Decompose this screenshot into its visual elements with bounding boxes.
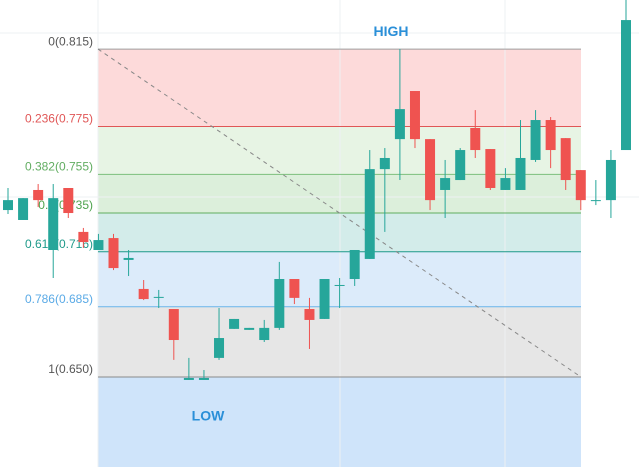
candle-body [470, 127, 481, 151]
fib-level-label: 0.618(0.716) [25, 237, 93, 251]
candle-body [334, 284, 345, 286]
fib-level-label: 0.382(0.755) [25, 160, 93, 174]
candle-body [108, 238, 119, 269]
candle-body [425, 139, 436, 201]
candle-body [123, 257, 134, 260]
fib-level-label: 1(0.650) [48, 362, 93, 376]
candle-body [63, 187, 74, 214]
candle-body [319, 279, 330, 319]
candle-body [545, 120, 556, 151]
candle-body [78, 231, 89, 243]
candle-body [138, 288, 149, 300]
candle-body [3, 200, 13, 211]
candle-body [183, 377, 194, 380]
candle-body [530, 120, 541, 160]
fib-level-label: 0(0.815) [48, 34, 93, 48]
candle-body [379, 157, 390, 170]
candle-body [560, 138, 571, 181]
candle-body [440, 178, 451, 190]
candle-body [304, 309, 315, 320]
candle-body [575, 170, 586, 201]
candle-body [394, 109, 405, 140]
candle-body [48, 198, 59, 250]
candle-body [244, 327, 255, 330]
candle-body [274, 279, 285, 328]
candle-body [349, 249, 360, 280]
annotation: LOW [192, 408, 225, 424]
candle-body [93, 240, 104, 250]
candle-body [364, 169, 375, 259]
candle-body [485, 149, 496, 188]
fib-level-label: 0.236(0.775) [25, 112, 93, 126]
fib-lines: 0(0.815)0.236(0.775)0.382(0.755)0.5(0.73… [25, 23, 582, 424]
candles [3, 0, 631, 380]
candle-body [18, 198, 29, 220]
candle-body [198, 377, 209, 380]
candle-body [168, 309, 179, 341]
annotation: HIGH [374, 23, 409, 39]
candle-body [605, 159, 616, 201]
candle-body [214, 338, 225, 358]
candle-body [409, 91, 420, 140]
candle-body [621, 20, 631, 151]
candle-body [590, 200, 601, 202]
candle-body [33, 189, 44, 201]
trend-line [97, 48, 582, 378]
candle-body [229, 318, 240, 329]
candle-body [259, 327, 270, 341]
candle-body [455, 150, 466, 181]
candle-body [289, 279, 300, 298]
fib-level-label: 0.786(0.685) [25, 292, 93, 306]
candle-body [500, 178, 511, 190]
candle-body [153, 296, 164, 298]
candle-body [515, 157, 526, 190]
